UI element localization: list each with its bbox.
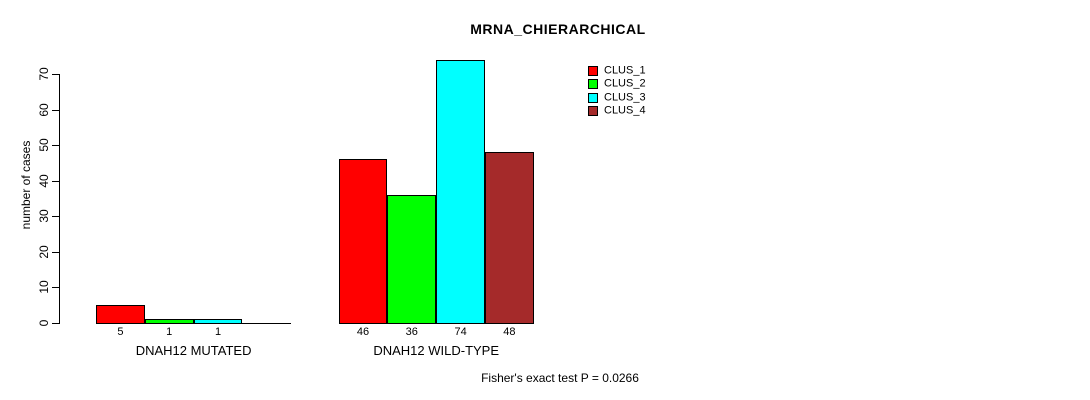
y-tick-label: 20	[37, 245, 51, 259]
category-label: DNAH12 MUTATED	[135, 343, 252, 358]
bar-clus_2-1	[144, 319, 194, 324]
bar-value-label: 1	[214, 326, 222, 338]
y-tick	[52, 323, 59, 324]
y-tick	[52, 74, 59, 75]
bar-value-label: 74	[454, 326, 467, 338]
y-axis-line	[59, 74, 60, 324]
y-tick	[52, 287, 59, 289]
legend-swatch-clus_3	[588, 92, 598, 103]
y-tick	[52, 216, 59, 218]
y-tick	[52, 180, 59, 182]
category-label: DNAH12 WILD-TYPE	[373, 343, 500, 358]
bar-value-label: 36	[405, 326, 418, 338]
y-tick-label: 30	[37, 209, 51, 223]
bar-clus_3-2	[436, 60, 485, 324]
bar-value-label: 48	[503, 326, 516, 338]
y-tick-label: 40	[37, 174, 51, 188]
y-tick	[52, 251, 59, 253]
legend-label-clus_3: CLUS_3	[604, 91, 646, 104]
y-tick	[52, 145, 59, 147]
bar-clus_1-2	[338, 159, 388, 324]
y-tick-label: 60	[37, 102, 51, 117]
chart-title: MRNA_CHIERARCHICAL	[470, 21, 646, 37]
bar-value-label: 46	[356, 326, 370, 338]
stat-annotation: Fisher's exact test P = 0.0266	[481, 371, 639, 385]
y-axis-label: number of cases	[19, 140, 33, 230]
bar-clus_1-1	[96, 305, 145, 324]
y-tick	[52, 109, 59, 111]
legend-swatch-clus_4	[588, 105, 598, 116]
legend-swatch-clus_1	[588, 66, 598, 76]
bar-value-label: 5	[117, 326, 124, 338]
bar-clus_2-2	[387, 195, 437, 324]
y-tick-label: 50	[37, 138, 51, 152]
y-tick-label: 70	[37, 67, 51, 81]
y-tick-label: 10	[37, 280, 51, 295]
bar-value-label: 1	[166, 326, 173, 338]
legend-label-clus_2: CLUS_2	[604, 77, 646, 90]
legend-label-clus_4: CLUS_4	[604, 104, 646, 117]
legend-label-clus_1: CLUS_1	[604, 64, 646, 77]
y-tick-label: 0	[37, 319, 51, 327]
legend-swatch-clus_2	[588, 79, 598, 90]
bar-clus_4-2	[485, 152, 534, 324]
bar-clus_3-1	[193, 319, 243, 324]
